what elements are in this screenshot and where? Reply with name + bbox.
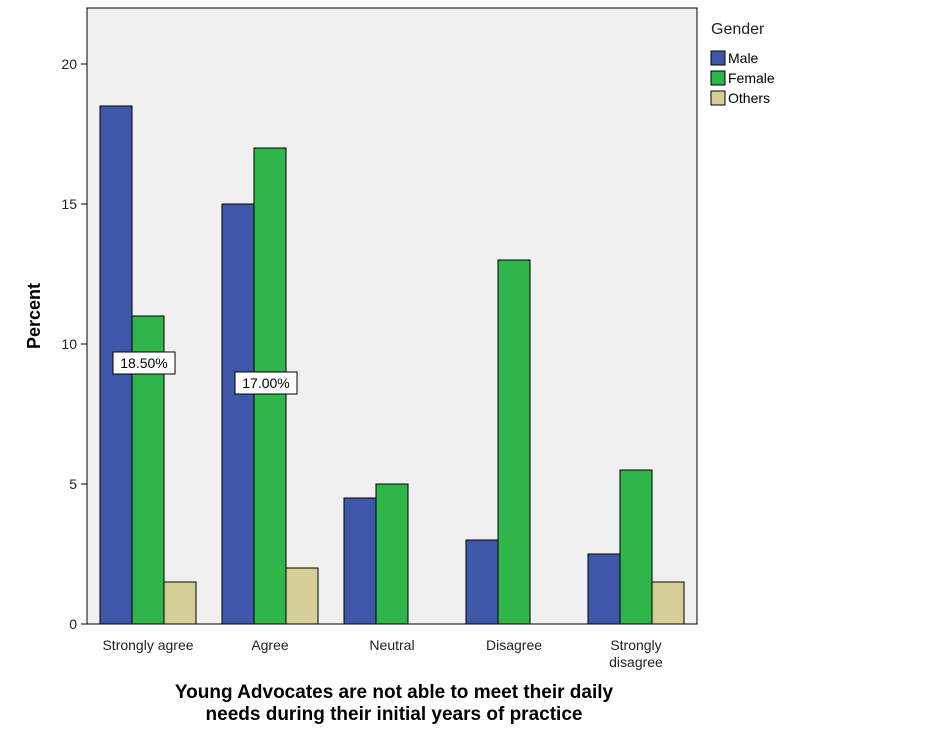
bar-male-4 <box>587 553 621 625</box>
x-category-label: Disagree <box>486 637 542 653</box>
y-tick-label: 20 <box>61 56 77 72</box>
legend: Gender Male Female Others <box>710 21 775 106</box>
bar-male-2 <box>343 497 377 625</box>
bar-others-0 <box>163 581 197 625</box>
x-category-label: Strongly agree <box>102 637 193 653</box>
data-label-box <box>234 371 298 395</box>
legend-swatch-others <box>710 90 726 106</box>
bar-female-2 <box>375 483 409 625</box>
bar-others-1 <box>285 567 319 625</box>
data-label: 18.50% <box>120 355 167 371</box>
y-tick-label: 0 <box>69 616 77 632</box>
data-label: 17.00% <box>242 375 289 391</box>
bar-male-3 <box>465 539 499 625</box>
legend-label-female: Female <box>728 70 775 86</box>
bar-female-4 <box>619 469 653 625</box>
x-category-label: disagree <box>609 654 663 670</box>
bar-female-3 <box>497 259 531 625</box>
x-axis-label-line: needs during their initial years of prac… <box>206 704 583 725</box>
data-label-box <box>112 351 176 375</box>
x-category-label: Neutral <box>369 637 414 653</box>
y-tick-label: 10 <box>61 336 77 352</box>
x-axis-label: Young Advocates are not able to meet the… <box>175 682 614 725</box>
x-axis-categories: Strongly agree Agree Neutral Disagree Strong… <box>102 637 663 670</box>
legend-swatch-female <box>710 70 726 86</box>
x-axis-label-line: Young Advocates are not able to meet the… <box>175 682 614 703</box>
annotations: 18.50% 17.00% <box>112 351 298 395</box>
bar-male-1 <box>221 203 255 625</box>
y-axis: 0 5 10 15 20 <box>61 56 87 632</box>
y-axis-label: Percent <box>24 283 44 349</box>
bar-others-4 <box>651 581 685 625</box>
y-tick-label: 15 <box>61 196 77 212</box>
legend-label-others: Others <box>728 90 770 106</box>
x-category-label: Agree <box>251 637 289 653</box>
legend-swatch-male <box>710 50 726 66</box>
legend-label-male: Male <box>728 50 759 66</box>
legend-title: Gender <box>711 21 765 38</box>
y-tick-label: 5 <box>69 476 77 492</box>
x-category-label: Strongly <box>610 637 661 653</box>
